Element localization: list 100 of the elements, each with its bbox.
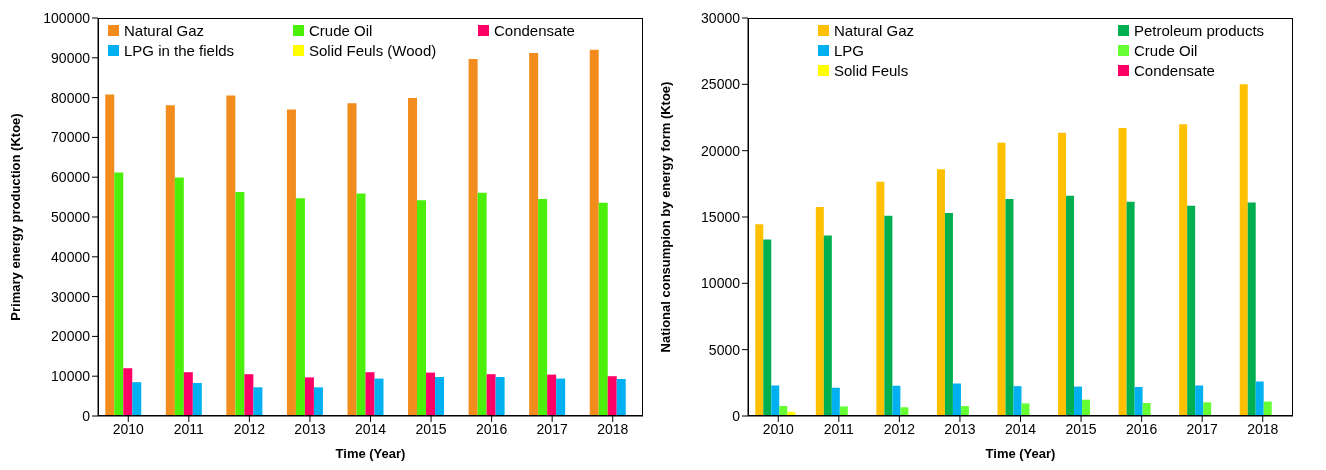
bar [114, 172, 124, 416]
bar [831, 387, 840, 416]
x-tick-label: 2014 [354, 420, 387, 437]
x-tick-label: 2018 [597, 420, 629, 437]
legend-label: Natural Gaz [124, 22, 205, 39]
bar [435, 377, 445, 416]
x-tick-label: 2016 [1126, 420, 1158, 437]
bar [815, 207, 824, 416]
bar [426, 372, 436, 416]
bar [495, 377, 505, 416]
bar [244, 374, 254, 416]
y-tick-label: 90000 [51, 49, 91, 66]
bar [1134, 386, 1143, 416]
bar [944, 213, 953, 416]
bar [529, 53, 539, 416]
bar [235, 191, 245, 416]
bar [755, 224, 764, 416]
y-tick-label: 30000 [51, 288, 91, 305]
bar [763, 239, 772, 416]
legend-label: LPG in the fields [124, 42, 235, 59]
bar [304, 377, 314, 416]
bar [1195, 385, 1204, 416]
bar [616, 378, 626, 416]
bar [1074, 386, 1083, 416]
bar [486, 374, 496, 416]
legend-label: Crude Oil [1134, 42, 1198, 59]
y-tick-label: 50000 [51, 208, 91, 225]
x-tick-label: 2014 [1004, 420, 1037, 437]
x-tick-label: 2012 [883, 420, 916, 437]
bar [952, 383, 961, 416]
bar [1247, 202, 1256, 416]
x-tick-label: 2011 [823, 420, 855, 437]
y-tick-label: 25000 [701, 76, 741, 93]
bar [347, 103, 357, 416]
bar [884, 215, 893, 416]
bar [607, 376, 617, 416]
x-tick-label: 2015 [1065, 420, 1097, 437]
bar [286, 109, 296, 416]
legend-label: LPG [834, 42, 865, 59]
bar [538, 199, 548, 416]
bar [123, 368, 133, 416]
y-tick-label: 0 [82, 407, 91, 424]
bar [556, 378, 566, 416]
y-tick-label: 10000 [51, 368, 91, 385]
y-axis-title: Primary energy production (Ktoe) [7, 113, 23, 321]
x-tick-label: 2015 [415, 420, 447, 437]
bar [253, 387, 263, 416]
bar [1013, 386, 1022, 416]
bar [823, 235, 832, 416]
y-tick-label: 15000 [701, 208, 741, 225]
bar [1239, 84, 1248, 416]
y-tick-label: 0 [732, 407, 741, 424]
bar [779, 406, 788, 416]
y-tick-label: 10000 [701, 275, 741, 292]
legend-label: Petroleum products [1134, 22, 1265, 39]
x-tick-label: 2013 [944, 420, 976, 437]
x-tick-label: 2010 [112, 420, 145, 437]
bar [1187, 205, 1196, 416]
bar [1082, 399, 1091, 416]
bar [1255, 381, 1264, 416]
bar [1058, 132, 1067, 416]
legend-label: Condensate [1134, 62, 1215, 79]
y-tick-label: 5000 [708, 341, 741, 358]
bar [589, 49, 599, 416]
bar [183, 372, 193, 416]
bar [997, 142, 1006, 416]
bar [313, 387, 323, 416]
bar [226, 95, 236, 416]
bar [1203, 402, 1212, 416]
bar [408, 98, 418, 416]
bar [132, 382, 142, 416]
bar [960, 406, 969, 416]
y-tick-label: 70000 [51, 129, 91, 146]
x-tick-label: 2017 [1186, 420, 1218, 437]
bar [365, 372, 375, 416]
x-tick-label: 2016 [476, 420, 508, 437]
x-tick-label: 2017 [536, 420, 568, 437]
bar [547, 374, 557, 416]
x-tick-label: 2012 [233, 420, 266, 437]
legend-label: Condensate [494, 22, 575, 39]
x-tick-label: 2018 [1247, 420, 1279, 437]
x-tick-label: 2010 [762, 420, 795, 437]
bar [417, 200, 427, 416]
x-tick-label: 2013 [294, 420, 326, 437]
bar [892, 385, 901, 416]
bar [876, 181, 885, 416]
legend-label: Solid Feuls [834, 62, 909, 79]
bar [1179, 124, 1188, 416]
bar [1021, 403, 1030, 416]
bar [165, 105, 175, 416]
bar [1142, 403, 1151, 416]
bar [468, 58, 478, 416]
bar [900, 407, 909, 416]
bar [477, 192, 487, 416]
bar [1066, 195, 1075, 416]
y-tick-label: 60000 [51, 169, 91, 186]
legend-label: Solid Feuls (Wood) [309, 42, 437, 59]
bar [839, 406, 848, 416]
y-tick-label: 80000 [51, 89, 91, 106]
legend-label: Natural Gaz [834, 22, 915, 39]
